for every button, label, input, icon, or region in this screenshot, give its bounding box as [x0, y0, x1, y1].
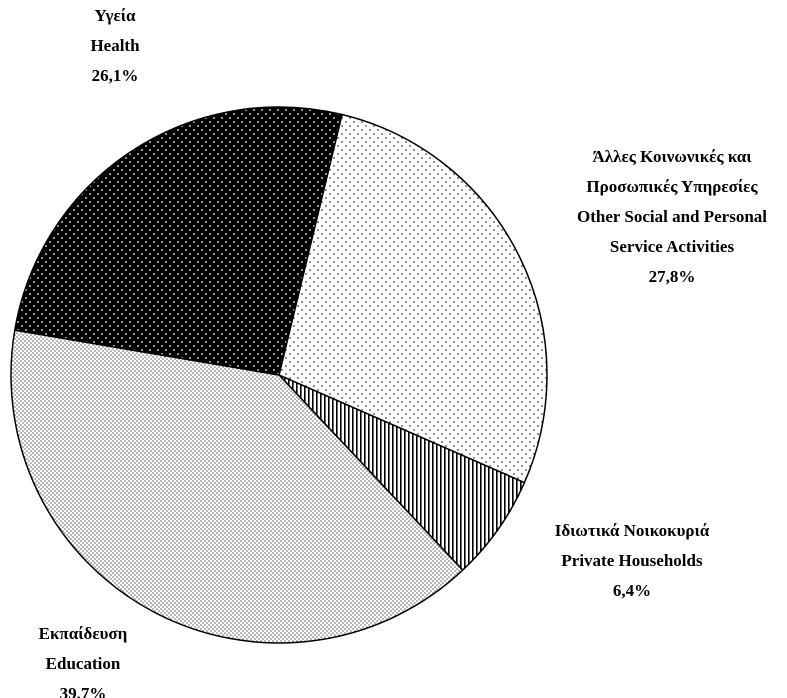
slice-label: Health: [90, 36, 140, 55]
slice-label: Ιδιωτικά Νοικοκυριά: [555, 521, 710, 540]
slice-label: Private Households: [561, 551, 703, 570]
slice-label: Other Social and Personal: [577, 207, 767, 226]
slice-label: Service Activities: [610, 237, 735, 256]
slice-value-label: 6,4%: [613, 581, 651, 600]
slice-label: Υγεία: [94, 6, 136, 25]
pie-slice: [13, 106, 343, 376]
pie-slice: [278, 113, 548, 484]
pie-slice: [10, 329, 464, 644]
slice-value-label: 39,7%: [60, 684, 107, 698]
slice-value-label: 27,8%: [649, 267, 696, 286]
slice-label: Education: [46, 654, 121, 673]
slice-label: Προσωπικές Υπηρεσίες: [586, 177, 758, 196]
slice-label: Εκπαίδευση: [39, 624, 128, 643]
slice-value-label: 26,1%: [92, 66, 139, 85]
slice-label: Άλλες Κοινωνικές και: [592, 147, 752, 166]
